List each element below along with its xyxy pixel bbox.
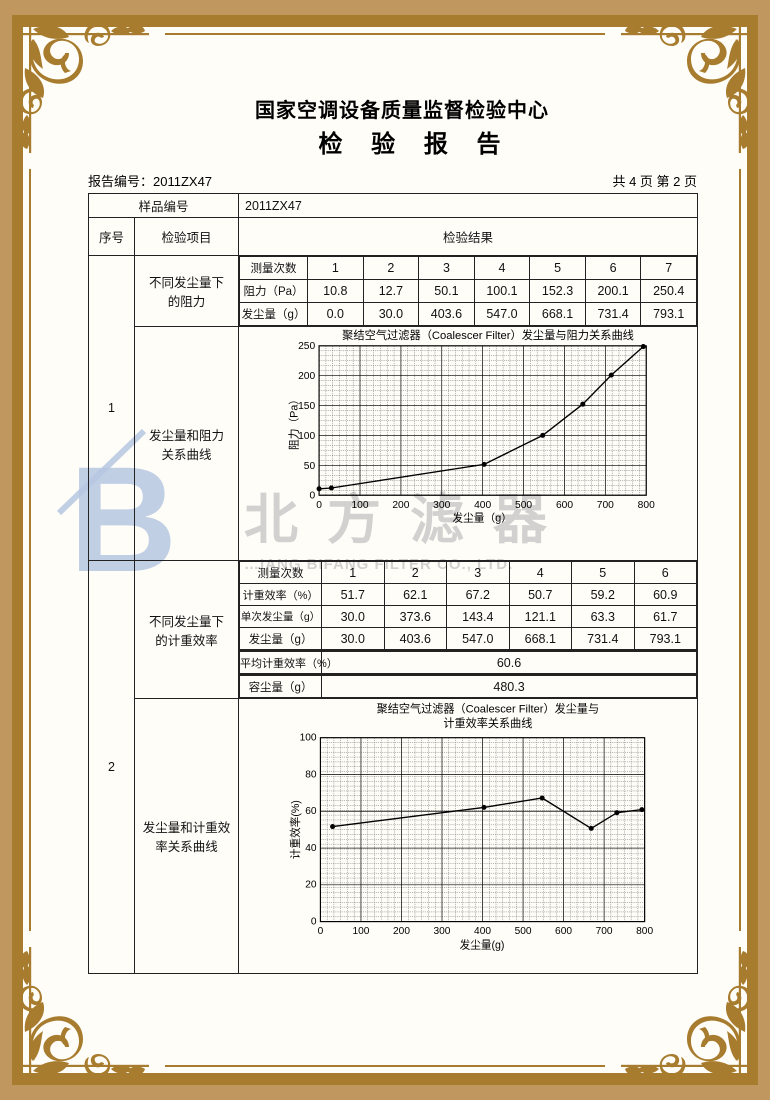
svg-text:400: 400 bbox=[474, 500, 491, 511]
svg-text:50: 50 bbox=[304, 461, 316, 472]
svg-text:150: 150 bbox=[298, 401, 315, 412]
svg-text:100: 100 bbox=[298, 431, 315, 442]
svg-text:60: 60 bbox=[305, 806, 317, 817]
svg-text:400: 400 bbox=[474, 926, 491, 937]
svg-text:300: 300 bbox=[434, 926, 451, 937]
svg-text:0: 0 bbox=[318, 926, 324, 937]
svg-text:500: 500 bbox=[515, 500, 532, 511]
svg-text:200: 200 bbox=[393, 926, 410, 937]
svg-text:0: 0 bbox=[316, 500, 322, 511]
svg-text:700: 700 bbox=[596, 926, 613, 937]
svg-text:100: 100 bbox=[300, 733, 317, 744]
svg-text:200: 200 bbox=[298, 371, 315, 382]
svg-text:80: 80 bbox=[305, 769, 317, 780]
svg-text:200: 200 bbox=[392, 500, 409, 511]
svg-text:700: 700 bbox=[597, 500, 614, 511]
svg-text:300: 300 bbox=[433, 500, 450, 511]
svg-text:500: 500 bbox=[515, 926, 532, 937]
svg-text:600: 600 bbox=[556, 500, 573, 511]
svg-text:800: 800 bbox=[636, 926, 653, 937]
svg-text:40: 40 bbox=[305, 843, 317, 854]
svg-text:阻力（Pa）: 阻力（Pa） bbox=[288, 394, 301, 450]
svg-text:600: 600 bbox=[555, 926, 572, 937]
svg-text:800: 800 bbox=[638, 500, 655, 511]
svg-text:聚结空气过滤器（Coalescer Filter）发尘量与: 聚结空气过滤器（Coalescer Filter）发尘量与 bbox=[377, 702, 600, 716]
svg-text:100: 100 bbox=[353, 926, 370, 937]
svg-text:0: 0 bbox=[309, 491, 315, 502]
svg-text:计重效率关系曲线: 计重效率关系曲线 bbox=[443, 716, 532, 730]
svg-text:250: 250 bbox=[298, 341, 315, 352]
svg-text:计重效率(%): 计重效率(%) bbox=[289, 800, 302, 859]
svg-text:100: 100 bbox=[351, 500, 368, 511]
svg-text:20: 20 bbox=[305, 880, 317, 891]
svg-text:0: 0 bbox=[311, 917, 317, 928]
svg-text:聚结空气过滤器（Coalescer Filter）发尘量与阻: 聚结空气过滤器（Coalescer Filter）发尘量与阻力关系曲线 bbox=[342, 328, 634, 342]
svg-text:发尘量(g): 发尘量(g) bbox=[460, 939, 505, 952]
svg-text:发尘量（g）: 发尘量（g） bbox=[452, 512, 512, 525]
